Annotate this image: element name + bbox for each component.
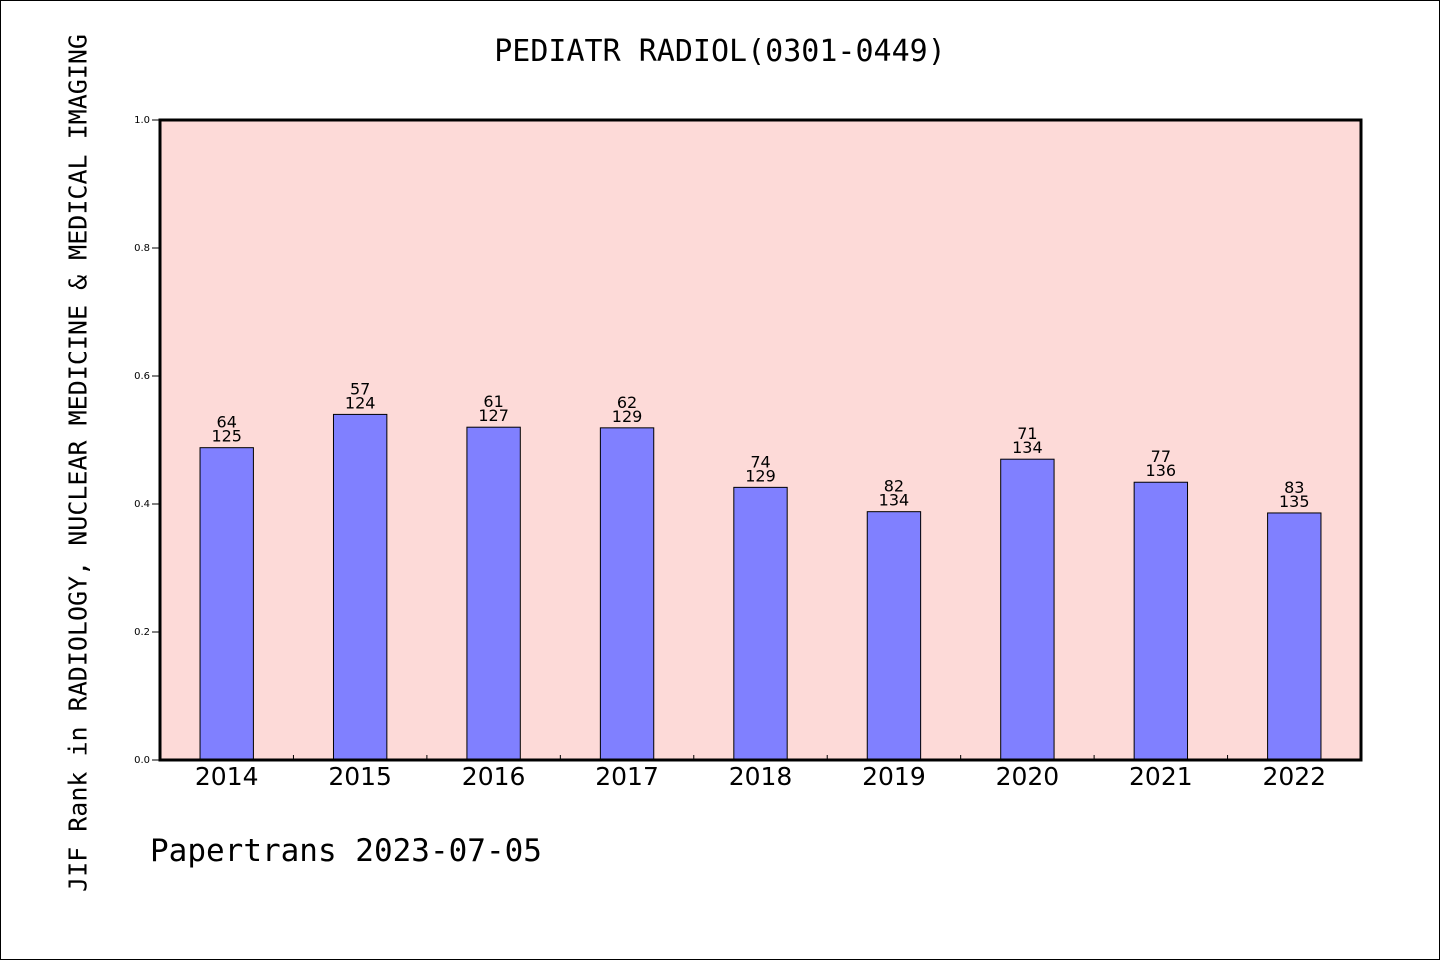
y-tick-label: 0.8: [134, 243, 150, 254]
bar-rank-label: 57: [350, 379, 370, 398]
y-tick-label: 0.0: [134, 755, 150, 766]
bar-2022: [1267, 512, 1322, 761]
y-tick-label: 0.4: [134, 499, 150, 510]
bar-rank-label: 61: [483, 392, 503, 411]
bar-total-label: 127: [478, 406, 509, 425]
x-tick-label: 2015: [328, 762, 392, 791]
bar-2019: [866, 511, 922, 761]
bar-2017: [599, 427, 655, 761]
bar-total-label: 134: [1012, 438, 1043, 457]
bar-2020: [1000, 458, 1055, 761]
x-tick-label: 2021: [1129, 762, 1193, 791]
x-tick-label: 2019: [862, 762, 926, 791]
x-tick-label: 2017: [595, 762, 659, 791]
y-tick-label: 1.0: [134, 115, 150, 126]
bar-2014: [199, 447, 254, 761]
bar-total-label: 135: [1279, 492, 1310, 511]
x-tick-label: 2018: [729, 762, 793, 791]
bar-total-label: 124: [345, 393, 376, 412]
bar-rank-label: 62: [617, 393, 637, 412]
x-tick-label: 2016: [462, 762, 526, 791]
bar-2021: [1133, 481, 1189, 761]
bar-2018: [733, 486, 788, 761]
x-axis-ticks: 2014 2015 2016 2017 2018 2019 2020 2021 2022: [195, 755, 1326, 791]
bar-total-label: 129: [612, 407, 643, 426]
bar-total-label: 136: [1146, 461, 1177, 480]
x-tick-label: 2022: [1262, 762, 1326, 791]
bar-2016: [466, 426, 521, 761]
bar-total-label: 129: [745, 466, 776, 485]
x-tick-label: 2020: [996, 762, 1060, 791]
y-axis-ticks: 0.0 0.2 0.4 0.6 0.8 1.0: [134, 115, 160, 766]
y-tick-label: 0.2: [134, 627, 150, 638]
bar-rank-label: 77: [1151, 447, 1171, 466]
bar-total-label: 134: [879, 491, 910, 510]
footer-credit: Papertrans 2023-07-05: [150, 833, 542, 869]
x-tick-label: 2014: [195, 762, 259, 791]
bar-rank-label: 64: [217, 413, 237, 432]
plot-border: [158, 118, 1363, 762]
chart-title: PEDIATR RADIOL(0301-0449): [494, 34, 946, 69]
bar-2015: [332, 413, 388, 761]
bar-rank-label: 71: [1017, 424, 1037, 443]
bar-rank-label: 83: [1284, 478, 1304, 497]
y-tick-label: 0.6: [134, 371, 150, 382]
bar-rank-label: 82: [884, 477, 904, 496]
bar-total-label: 125: [211, 427, 242, 446]
bar-rank-label: 74: [750, 452, 770, 471]
